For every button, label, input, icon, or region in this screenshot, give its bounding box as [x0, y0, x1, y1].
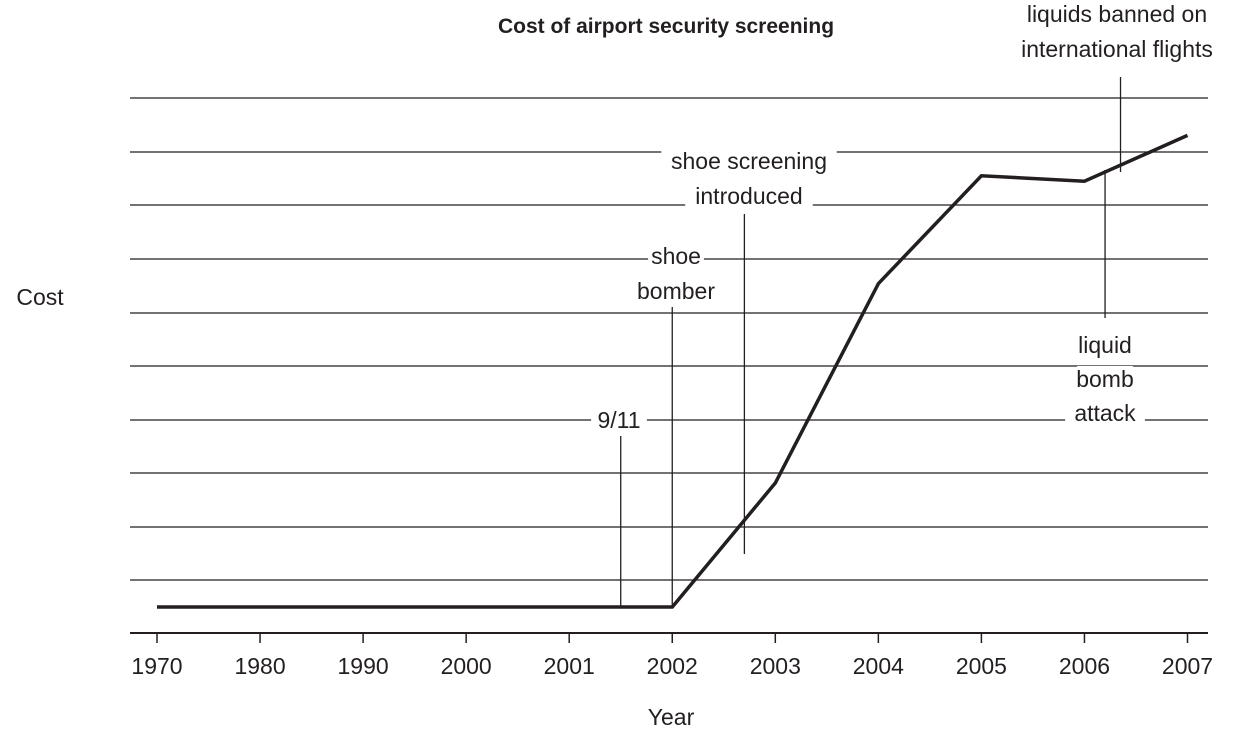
x-tick-label: 2003 — [750, 653, 801, 679]
annotation: shoe bomber — [636, 243, 716, 607]
annotation-label: liquids banned on — [1027, 1, 1207, 27]
gridlines — [130, 97, 1208, 581]
annotation-label-bg — [1011, 1, 1223, 30]
annotation-label: liquid — [1078, 332, 1132, 358]
x-tick-label: 2004 — [853, 653, 904, 679]
x-tick-label: 2007 — [1162, 653, 1213, 679]
annotation: liquids banned on international flights — [987, 1, 1247, 172]
annotation-label-bg — [685, 183, 813, 212]
annotation-label: 9/11 — [597, 407, 640, 433]
annotation-label: shoe screening — [671, 148, 827, 174]
annotation: 9/11 — [591, 407, 647, 607]
annotation-label: bomb — [1076, 366, 1134, 392]
x-tick-label: 2005 — [956, 653, 1007, 679]
annotation-label-bg — [636, 278, 716, 307]
annotation-label-bg — [1077, 366, 1133, 395]
annotation-label-bg — [661, 148, 837, 177]
annotation-label-bg — [1065, 332, 1145, 361]
annotation-label: bomber — [637, 278, 715, 304]
annotation-label-bg — [648, 243, 704, 272]
x-axis-label: Year — [648, 704, 695, 729]
x-axis: 1970 1980 1990 2000 2001 2002 2003 2004 2005 2006… — [130, 632, 1213, 679]
x-tick-label: 2000 — [441, 653, 492, 679]
x-tick-label: 2001 — [544, 653, 595, 679]
x-tick-label: 1990 — [338, 653, 389, 679]
annotation-label: introduced — [695, 183, 802, 209]
y-axis-label: Cost — [16, 284, 64, 310]
annotation: liquid bomb attack — [1065, 170, 1145, 429]
annotation-layer: 9/11 shoe bomber shoe screening introduced li… — [591, 1, 1247, 607]
x-tick-label: 1970 — [131, 653, 182, 679]
annotation-label-bg — [1065, 400, 1145, 429]
x-tick-label: 2002 — [647, 653, 698, 679]
x-tick-label: 1980 — [234, 653, 285, 679]
annotation-label: attack — [1074, 400, 1136, 426]
annotation-label-bg — [591, 407, 647, 436]
annotation-label: international flights — [1021, 36, 1213, 62]
annotation-label: shoe — [651, 243, 701, 269]
annotation-label-bg — [987, 36, 1247, 65]
chart-title: Cost of airport security screening — [498, 15, 834, 38]
annotation: shoe screening introduced — [661, 148, 837, 554]
x-tick-label: 2006 — [1059, 653, 1110, 679]
